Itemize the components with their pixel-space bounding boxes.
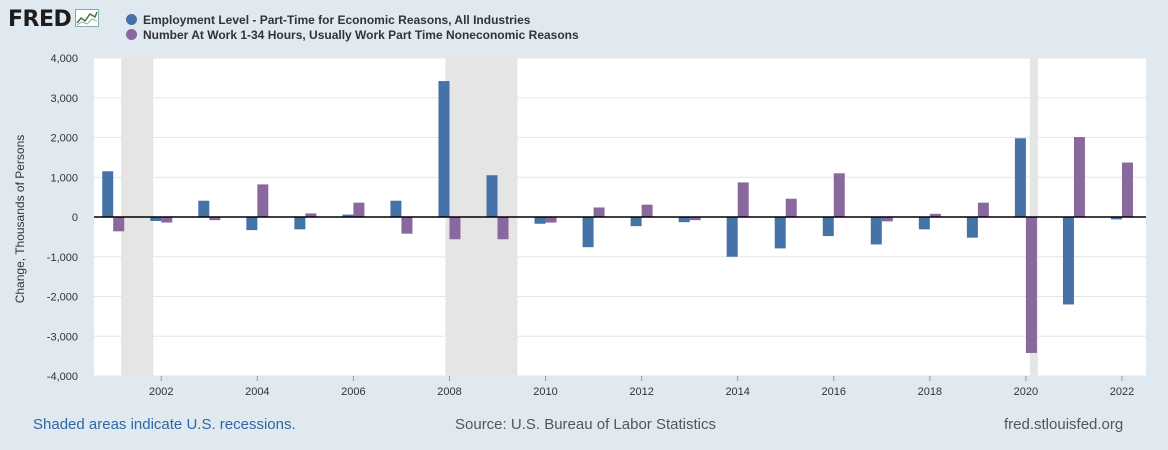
- source-note: Source: U.S. Bureau of Labor Statistics: [455, 416, 716, 433]
- x-tick-label: 2010: [533, 386, 557, 398]
- bar-employment-2021: [1062, 217, 1074, 305]
- bar-noneconomic-2021: [1073, 137, 1085, 217]
- bar-noneconomic-2018: [929, 213, 941, 217]
- bar-employment-2022: [1110, 217, 1122, 220]
- bar-employment-2003: [198, 200, 210, 217]
- bar-employment-2007: [390, 200, 402, 217]
- x-tick-label: 2022: [1110, 386, 1134, 398]
- legend-marker-noneconomic: [126, 29, 137, 40]
- bar-employment-2015: [774, 217, 786, 249]
- legend-label-employment: Employment Level - Part-Time for Economi…: [143, 12, 531, 27]
- bar-employment-2005: [294, 217, 306, 230]
- y-tick-label: -2,000: [47, 292, 78, 304]
- site-link[interactable]: fred.stlouisfed.org: [1004, 416, 1124, 433]
- bar-employment-2006: [342, 214, 354, 217]
- x-tick-label: 2014: [725, 386, 749, 398]
- x-tick-label: 2020: [1014, 386, 1038, 398]
- bar-noneconomic-2005: [305, 213, 317, 217]
- bar-noneconomic-2009: [497, 217, 509, 240]
- bar-noneconomic-2022: [1121, 162, 1133, 217]
- x-tick-label: 2002: [149, 386, 173, 398]
- y-tick-label: -3,000: [47, 331, 78, 343]
- bar-employment-2002: [150, 217, 162, 221]
- bar-employment-2020: [1014, 138, 1026, 217]
- bar-employment-2017: [870, 217, 882, 245]
- bar-noneconomic-2014: [737, 182, 749, 217]
- logo-text: FRED: [8, 7, 72, 32]
- bar-employment-2001: [102, 171, 114, 217]
- bar-noneconomic-2002: [161, 217, 173, 223]
- y-axis-label: Change, Thousands of Persons: [13, 135, 27, 304]
- recession-note: Shaded areas indicate U.S. recessions.: [33, 416, 296, 433]
- bar-employment-2010: [534, 217, 546, 224]
- bar-noneconomic-2004: [257, 184, 269, 217]
- x-tick-label: 2004: [245, 386, 269, 398]
- bar-employment-2009: [486, 175, 498, 217]
- bar-employment-2019: [966, 217, 978, 238]
- bar-employment-2016: [822, 217, 834, 237]
- x-tick-label: 2018: [918, 386, 942, 398]
- bar-employment-2018: [918, 217, 930, 230]
- y-tick-label: 1,000: [50, 172, 78, 184]
- chart-legend: Employment Level - Part-Time for Economi…: [126, 12, 579, 42]
- y-tick-label: 4,000: [50, 53, 78, 65]
- bar-chart: 4,000 3,000 2,000 1,000 0 -1,000 -2,000 -3,000 -…: [13, 53, 1146, 398]
- bar-employment-2004: [246, 217, 258, 231]
- bar-noneconomic-2001: [113, 217, 125, 232]
- fred-logo: FRED: [8, 7, 100, 33]
- x-tick-label: 2006: [341, 386, 365, 398]
- x-tick-label: 2012: [629, 386, 653, 398]
- bar-employment-2013: [678, 217, 690, 223]
- bar-noneconomic-2011: [593, 207, 605, 217]
- bar-noneconomic-2016: [833, 173, 845, 217]
- bar-employment-2011: [582, 217, 594, 248]
- y-tick-label: -1,000: [47, 252, 78, 264]
- x-tick-label: 2008: [437, 386, 461, 398]
- bar-employment-2008: [438, 81, 450, 218]
- y-tick-label: 0: [72, 212, 78, 224]
- legend-marker-employment: [126, 14, 137, 25]
- y-tick-label: 3,000: [50, 93, 78, 105]
- bar-noneconomic-2007: [401, 217, 413, 234]
- bar-noneconomic-2020: [1025, 217, 1037, 353]
- y-tick-label: -4,000: [47, 371, 78, 383]
- bar-noneconomic-2012: [641, 204, 653, 217]
- bar-noneconomic-2019: [977, 202, 989, 217]
- bar-noneconomic-2003: [209, 217, 221, 221]
- legend-item-noneconomic[interactable]: Number At Work 1-34 Hours, Usually Work …: [126, 27, 579, 42]
- bar-noneconomic-2015: [785, 198, 797, 217]
- bar-noneconomic-2013: [689, 217, 701, 221]
- legend-label-noneconomic: Number At Work 1-34 Hours, Usually Work …: [143, 27, 579, 42]
- bar-employment-2014: [726, 217, 738, 257]
- x-tick-label: 2016: [822, 386, 846, 398]
- bar-employment-2012: [630, 217, 642, 227]
- fred-chart-icon: [75, 8, 100, 32]
- y-tick-label: 2,000: [50, 133, 78, 145]
- bar-noneconomic-2017: [881, 217, 893, 222]
- bar-noneconomic-2006: [353, 202, 365, 217]
- bar-noneconomic-2010: [545, 217, 557, 223]
- bar-noneconomic-2008: [449, 217, 461, 240]
- legend-item-employment[interactable]: Employment Level - Part-Time for Economi…: [126, 12, 579, 27]
